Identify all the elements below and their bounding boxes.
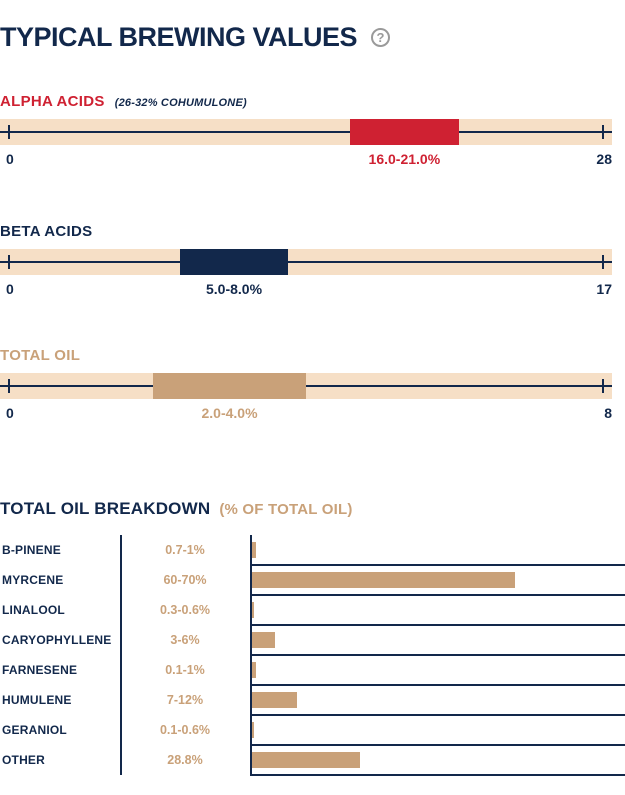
component-name: LINALOOL (2, 603, 65, 617)
help-icon[interactable]: ? (371, 28, 391, 47)
chart-row: B-PINENE 0.7-1% (0, 535, 625, 566)
range-value-label: 16.0-21.0% (368, 151, 441, 167)
component-bar (252, 542, 256, 558)
component-bar-area (250, 745, 625, 775)
component-value: 0.1-1% (165, 663, 205, 677)
component-name: B-PINENE (2, 543, 61, 557)
page-header: TYPICAL BREWING VALUES ? (0, 0, 625, 53)
component-bar-area (250, 535, 625, 565)
component-bar-area (250, 655, 625, 685)
component-bar-area (250, 715, 625, 745)
total-oil-range-block (153, 373, 306, 399)
component-value: 7-12% (166, 693, 204, 707)
track-center-line (0, 385, 612, 387)
track-center-line (0, 261, 612, 263)
component-bar-area (250, 685, 625, 715)
total-oil-label: TOTAL OIL (0, 347, 81, 364)
oil-breakdown-header: TOTAL OIL BREAKDOWN (% OF TOTAL OIL) (0, 499, 625, 519)
component-bar-area (250, 565, 625, 595)
max-label: 8 (604, 405, 612, 421)
page-title: TYPICAL BREWING VALUES (0, 22, 358, 52)
max-label: 28 (596, 151, 612, 167)
chart-row: OTHER 28.8% (0, 745, 625, 776)
alpha-acids-sublabel: (26-32% COHUMULONE) (114, 97, 247, 109)
component-value: 0.3-0.6% (159, 603, 211, 617)
chart-row: MYRCENE 60-70% (0, 565, 625, 596)
beta-acids-label: BETA ACIDS (0, 223, 93, 240)
oil-breakdown-title: TOTAL OIL BREAKDOWN (0, 499, 211, 518)
track-min-tick (8, 125, 10, 139)
component-bar-area (250, 625, 625, 655)
beta-acids-section: BETA ACIDS 0 5.0-8.0% 17 (0, 223, 625, 301)
chart-row: GERANIOL 0.1-0.6% (0, 715, 625, 746)
component-value: 60-70% (163, 573, 207, 587)
component-name: FARNESENE (2, 663, 78, 677)
chart-row: HUMULENE 7-12% (0, 685, 625, 716)
component-value: 0.1-0.6% (159, 723, 211, 737)
total-oil-track (0, 373, 612, 399)
oil-breakdown-chart: B-PINENE 0.7-1% MYRCENE 60-70% LINALOOL 0.3-0… (0, 535, 625, 776)
alpha-acids-section: ALPHA ACIDS (26-32% COHUMULONE) 0 16.0-2… (0, 93, 625, 171)
oil-breakdown-rows: B-PINENE 0.7-1% MYRCENE 60-70% LINALOOL 0.3-0… (0, 535, 625, 776)
max-label: 17 (596, 281, 612, 297)
alpha-acids-track (0, 119, 612, 145)
component-name: HUMULENE (2, 693, 72, 707)
track-max-tick (602, 379, 604, 393)
beta-acids-range-block (180, 249, 288, 275)
component-name: MYRCENE (2, 573, 64, 587)
component-name: OTHER (2, 753, 45, 767)
chart-row: LINALOOL 0.3-0.6% (0, 595, 625, 626)
component-bar (252, 752, 360, 768)
chart-row: CARYOPHYLLENE 3-6% (0, 625, 625, 656)
component-value: 28.8% (167, 753, 203, 767)
track-min-tick (8, 255, 10, 269)
alpha-acids-scale-labels: 0 16.0-21.0% 28 (0, 151, 612, 171)
component-bar (252, 632, 275, 648)
component-name: GERANIOL (2, 723, 67, 737)
range-value-label: 5.0-8.0% (205, 281, 263, 297)
track-max-tick (602, 255, 604, 269)
component-bar (252, 722, 255, 738)
component-bar (252, 572, 515, 588)
component-value: 0.7-1% (165, 543, 205, 557)
min-label: 0 (6, 151, 14, 167)
component-name: CARYOPHYLLENE (2, 633, 112, 647)
component-bar (252, 662, 256, 678)
beta-acids-track (0, 249, 612, 275)
oil-breakdown-subtitle: (% OF TOTAL OIL) (219, 501, 353, 518)
total-oil-section: TOTAL OIL 0 2.0-4.0% 8 (0, 347, 625, 425)
total-oil-scale-labels: 0 2.0-4.0% 8 (0, 405, 612, 425)
beta-acids-header: BETA ACIDS (0, 223, 612, 240)
track-center-line (0, 131, 612, 133)
alpha-acids-range-block (349, 119, 459, 145)
component-bar (252, 602, 255, 618)
component-bar (252, 692, 297, 708)
alpha-acids-label: ALPHA ACIDS (0, 93, 105, 110)
alpha-acids-header: ALPHA ACIDS (26-32% COHUMULONE) (0, 93, 612, 110)
chart-row: FARNESENE 0.1-1% (0, 655, 625, 686)
beta-acids-scale-labels: 0 5.0-8.0% 17 (0, 281, 612, 301)
component-bar-area (250, 595, 625, 625)
range-value-label: 2.0-4.0% (201, 405, 258, 421)
chart-names-divider-line (120, 535, 122, 775)
min-label: 0 (6, 281, 14, 297)
component-value: 3-6% (170, 633, 200, 647)
min-label: 0 (6, 405, 14, 421)
track-max-tick (602, 125, 604, 139)
total-oil-header: TOTAL OIL (0, 347, 612, 364)
track-min-tick (8, 379, 10, 393)
